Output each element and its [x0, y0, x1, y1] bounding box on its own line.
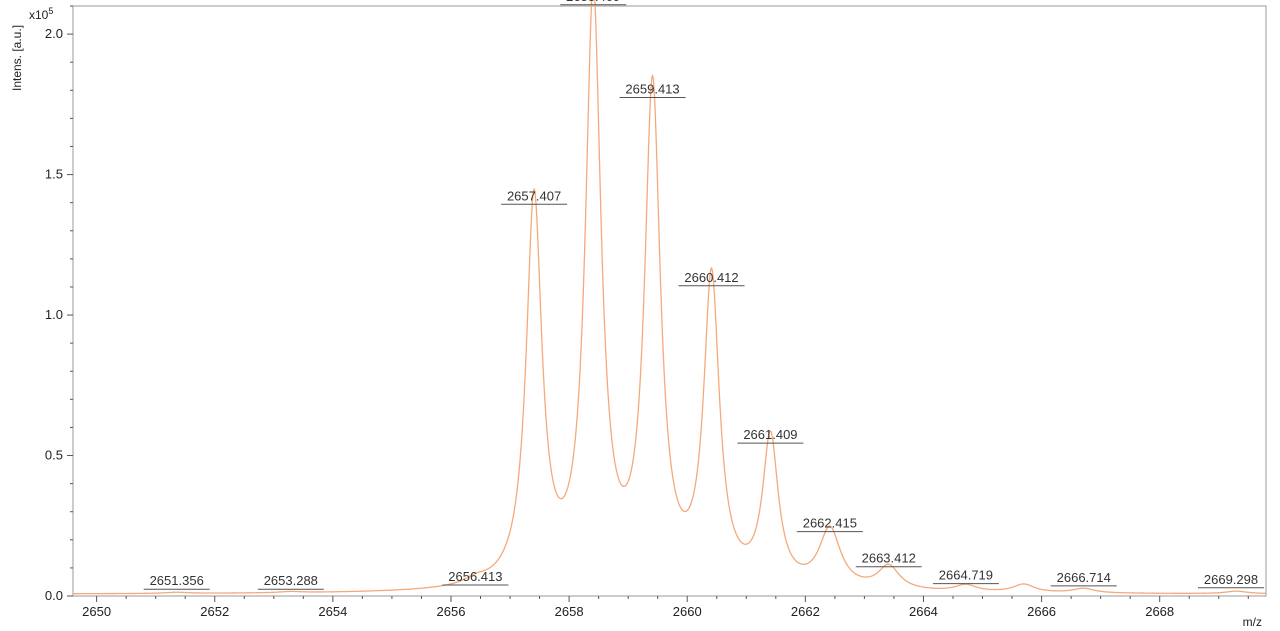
x-tick-label: 2668	[1145, 604, 1174, 619]
y-axis-label: Intens. [a.u.]	[10, 25, 24, 91]
peak-label: 2659.413	[625, 82, 679, 97]
peak-labels: 2651.356 2653.288 2656.413 2657.407 2658.409…	[143, 0, 1264, 590]
x-tick-label: 2660	[673, 604, 702, 619]
x-tick-label: 2664	[909, 604, 938, 619]
y-tick-label: 2.0	[45, 26, 63, 41]
spectrum-line	[73, 0, 1267, 595]
peak-label: 2669.298	[1204, 572, 1258, 587]
peak-label: 2657.407	[507, 188, 561, 203]
peak-label: 2666.714	[1057, 570, 1111, 585]
x-axis-label: m/z	[1243, 615, 1262, 629]
x-tick-label: 2652	[200, 604, 229, 619]
axis-ticks	[67, 5, 1249, 602]
peak-label: 2662.415	[803, 516, 857, 531]
y-multiplier-base: x10	[29, 8, 49, 22]
plot-frame	[72, 5, 1267, 597]
y-multiplier: x105	[29, 6, 53, 22]
peak-label: 2656.413	[448, 569, 502, 584]
peak-label: 2660.412	[684, 270, 738, 285]
axis-tick-labels: 2650 2652 2654 2656 2658 2660 2662 2664 2666 2668…	[45, 26, 1174, 619]
peak-label: 2658.409	[566, 0, 620, 4]
y-tick-label: 1.0	[45, 307, 63, 322]
peak-label: 2651.356	[150, 573, 204, 588]
y-tick-label: 0.5	[45, 448, 63, 463]
x-tick-label: 2666	[1027, 604, 1056, 619]
peak-label: 2663.412	[862, 551, 916, 566]
peak-label: 2653.288	[264, 573, 318, 588]
x-tick-label: 2658	[555, 604, 584, 619]
y-tick-label: 0.0	[45, 588, 63, 603]
peak-label: 2661.409	[743, 427, 797, 442]
x-tick-label: 2662	[791, 604, 820, 619]
x-tick-label: 2650	[82, 604, 111, 619]
y-multiplier-exponent: 5	[48, 6, 53, 16]
x-tick-label: 2656	[437, 604, 466, 619]
peak-label: 2664.719	[939, 568, 993, 583]
x-tick-label: 2654	[318, 604, 347, 619]
y-tick-label: 1.5	[45, 167, 63, 182]
